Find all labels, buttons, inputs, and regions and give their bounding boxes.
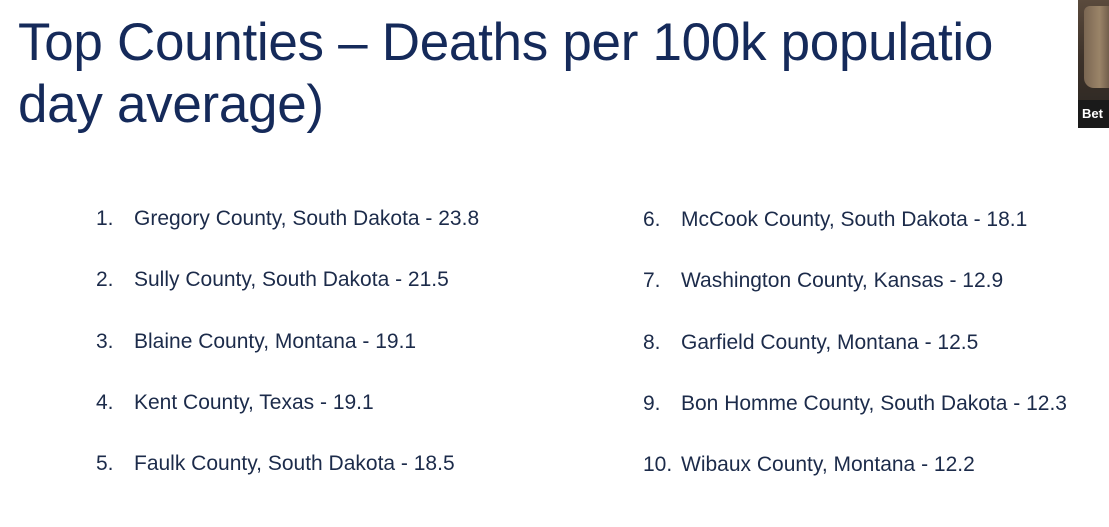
list-item: 1. Gregory County, South Dakota - 23.8 (96, 205, 479, 266)
list-item-number: 4. (96, 390, 114, 414)
list-item-text: Washington County, Kansas - 12.9 (681, 269, 1004, 293)
list-item-text: Gregory County, South Dakota - 23.8 (134, 207, 480, 230)
list-item-number: 1. (96, 207, 114, 230)
ranked-list-left: 1. Gregory County, South Dakota - 23.8 2.… (96, 205, 479, 511)
slide-title: Top Counties – Deaths per 100k populatio… (18, 12, 993, 136)
list-item-number: 3. (96, 329, 114, 353)
list-item: 3. Blaine County, Montana - 19.1 (96, 328, 479, 389)
list-item-number: 8. (643, 330, 661, 354)
participant-video-thumbnail[interactable]: Bet (1078, 0, 1109, 128)
list-item: 9. Bon Homme County, South Dakota - 12.3 (643, 390, 1067, 451)
slide-title-line-1: Top Counties – Deaths per 100k populatio (18, 13, 994, 72)
list-item: 6. McCook County, South Dakota - 18.1 (643, 206, 1067, 267)
list-item-text: Blaine County, Montana - 19.1 (134, 329, 417, 353)
participant-name-label: Bet (1078, 100, 1109, 128)
list-item-text: Wibaux County, Montana - 12.2 (681, 453, 975, 477)
list-item-number: 6. (643, 208, 661, 231)
list-item-number: 10. (643, 453, 673, 477)
ranked-list-right: 6. McCook County, South Dakota - 18.1 7. W… (643, 206, 1067, 512)
list-item: 10. Wibaux County, Montana - 12.2 (643, 451, 1067, 512)
list-item-number: 9. (643, 391, 661, 415)
list-item: 5. Faulk County, South Dakota - 18.5 (96, 450, 479, 511)
list-item-text: Kent County, Texas - 19.1 (134, 390, 374, 414)
list-item-text: Garfield County, Montana - 12.5 (681, 330, 979, 354)
list-item-text: Sully County, South Dakota - 21.5 (134, 268, 449, 292)
list-item: 7. Washington County, Kansas - 12.9 (643, 267, 1067, 328)
list-item-text: Faulk County, South Dakota - 18.5 (134, 452, 455, 476)
list-item-text: Bon Homme County, South Dakota - 12.3 (681, 391, 1067, 415)
list-item: 8. Garfield County, Montana - 12.5 (643, 329, 1067, 390)
list-item-number: 2. (96, 268, 114, 292)
list-item: 2. Sully County, South Dakota - 21.5 (96, 266, 479, 327)
participant-video-feed (1084, 6, 1109, 88)
list-item-number: 7. (643, 269, 661, 293)
list-item-text: McCook County, South Dakota - 18.1 (681, 208, 1028, 231)
list-item-number: 5. (96, 452, 114, 476)
list-item: 4. Kent County, Texas - 19.1 (96, 389, 479, 450)
slide-title-line-2: day average) (18, 75, 324, 134)
